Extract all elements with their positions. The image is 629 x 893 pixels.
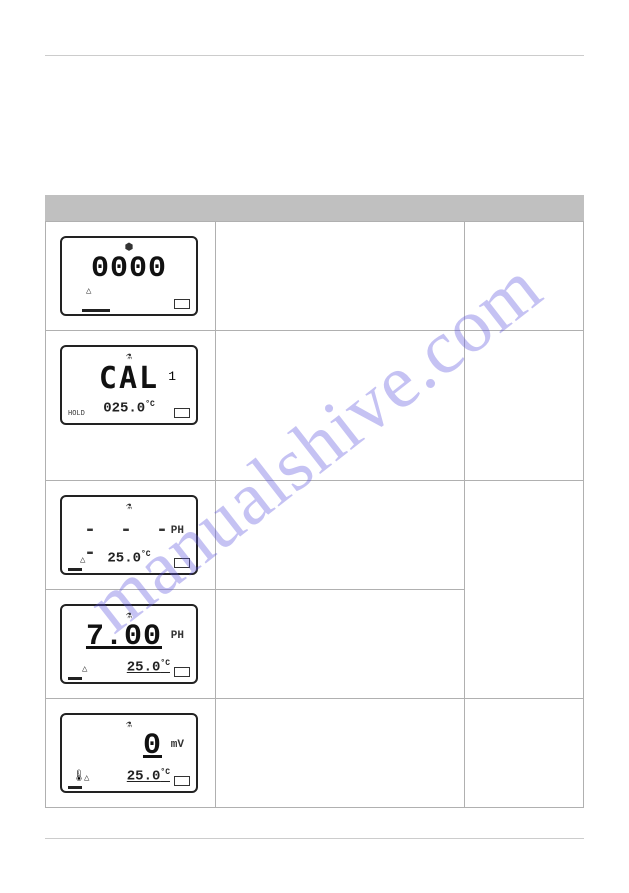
- cell-description: [215, 481, 464, 590]
- cell-action: [465, 699, 584, 808]
- temp-unit: °C: [160, 768, 170, 777]
- lcd-panel: ⚗ 7.00 PH 25.0°C △: [60, 604, 198, 684]
- table-row: ⬢ 0000 △: [46, 222, 584, 331]
- indicator-bar: [82, 309, 110, 312]
- bottom-rule: [45, 838, 584, 839]
- lcd-panel: ⚗ - - - - PH 25.0°C △: [60, 495, 198, 575]
- indicator-bar: [68, 677, 82, 680]
- lcd-main-value: 0000: [62, 252, 196, 286]
- mode-box-icon: [174, 667, 190, 677]
- cell-description: [215, 590, 464, 699]
- lcd-main-unit: mV: [171, 739, 184, 751]
- cell-description: [215, 331, 464, 481]
- mode-box-icon: [174, 776, 190, 786]
- indicator-bar: [68, 786, 82, 789]
- mode-box-icon: [174, 299, 190, 309]
- temp-value: 25.0: [107, 551, 141, 567]
- cell-action: [465, 331, 584, 481]
- top-rule: [45, 55, 584, 56]
- temp-unit: °C: [145, 400, 155, 409]
- cell-action: [465, 481, 584, 699]
- lcd-steps-table: ⬢ 0000 △ ⚗ CAL 1 025.0°C: [45, 221, 584, 808]
- lcd-main-unit: PH: [171, 630, 184, 642]
- table-row: ⚗ - - - - PH 25.0°C △: [46, 481, 584, 590]
- table-row: ⚗ CAL 1 025.0°C HOLD: [46, 331, 584, 481]
- cell-lcd: ⚗ 0 mV 25.0°C 🌡 △: [46, 699, 216, 808]
- warning-icon: △: [86, 286, 91, 296]
- beaker-icon: ⚗: [126, 501, 132, 513]
- lcd-panel: ⚗ 0 mV 25.0°C 🌡 △: [60, 713, 198, 793]
- mode-box-icon: [174, 408, 190, 418]
- mode-box-icon: [174, 558, 190, 568]
- hold-indicator: HOLD: [68, 410, 85, 418]
- lcd-panel: ⚗ CAL 1 025.0°C HOLD: [60, 345, 198, 425]
- warning-icon: △: [80, 555, 85, 565]
- cell-lcd: ⚗ - - - - PH 25.0°C △: [46, 481, 216, 590]
- cell-description: [215, 699, 464, 808]
- temp-unit: °C: [141, 550, 151, 559]
- cell-lcd: ⚗ CAL 1 025.0°C HOLD: [46, 331, 216, 481]
- cell-description: [215, 222, 464, 331]
- warning-icon: △: [82, 664, 87, 674]
- temp-unit: °C: [160, 659, 170, 668]
- lcd-panel: ⬢ 0000 △: [60, 236, 198, 316]
- temp-value: 025.0: [103, 401, 145, 417]
- indicator-bar: [68, 568, 82, 571]
- table-header-band: [45, 195, 584, 221]
- cell-lcd: ⬢ 0000 △: [46, 222, 216, 331]
- table-row: ⚗ 0 mV 25.0°C 🌡 △: [46, 699, 584, 808]
- lcd-main-unit: PH: [171, 525, 184, 537]
- page: ⬢ 0000 △ ⚗ CAL 1 025.0°C: [0, 0, 629, 893]
- cell-lcd: ⚗ 7.00 PH 25.0°C △: [46, 590, 216, 699]
- temp-value: 25.0: [127, 769, 161, 785]
- cell-action: [465, 222, 584, 331]
- lcd-main-suffix: 1: [168, 369, 176, 384]
- temp-value: 25.0: [127, 660, 161, 676]
- warning-icon: △: [84, 773, 89, 783]
